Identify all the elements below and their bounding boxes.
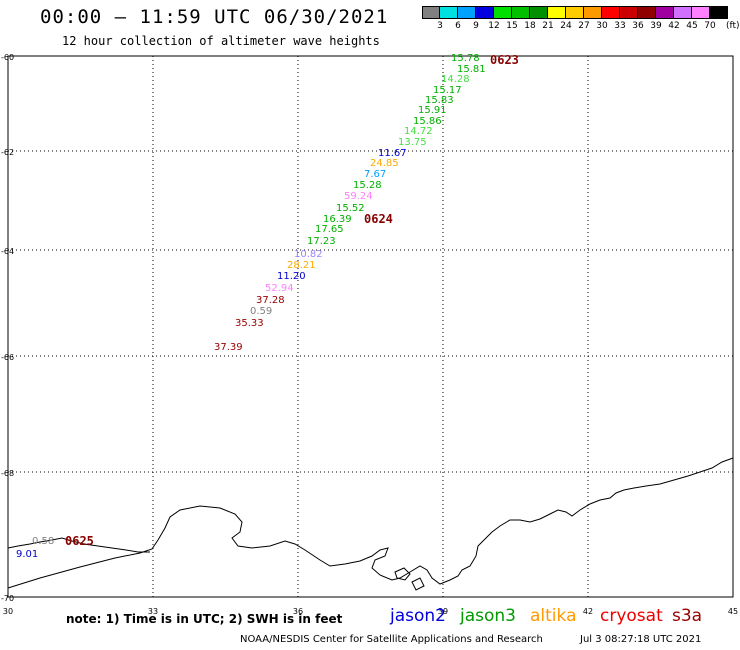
y-tick-label: -70 [1, 594, 14, 603]
wave-height-label: 15.17 [433, 85, 462, 96]
coastline-islands [7, 537, 425, 591]
color-scale-tick: 15 [506, 21, 518, 31]
wave-height-label: 24.85 [370, 158, 399, 169]
graticule [8, 56, 733, 597]
color-swatch [440, 6, 458, 19]
wave-height-label: 17.65 [315, 224, 344, 235]
wave-height-label: 15.28 [353, 180, 382, 191]
time-labels: 0623 0624 0625 [65, 53, 519, 548]
legend-item-altika: altika [530, 606, 577, 626]
page-title: 00:00 — 11:59 UTC 06/30/2021 [40, 6, 389, 28]
y-tick-label: -62 [1, 148, 14, 157]
color-swatch [710, 6, 728, 19]
wave-height-label: 11.67 [378, 148, 407, 159]
wave-height-label: 11.20 [277, 271, 306, 282]
wave-height-label: 15.81 [457, 64, 486, 75]
x-tick-label: 42 [583, 607, 593, 616]
wave-height-label: 15.52 [336, 203, 365, 214]
color-swatch [692, 6, 710, 19]
color-scale-tick: 6 [455, 21, 461, 31]
color-scale-tick: 42 [668, 21, 680, 31]
color-scale-tick: 30 [596, 21, 608, 31]
color-swatch [476, 6, 494, 19]
timestamp-line: Jul 3 08:27:18 UTC 2021 [580, 634, 702, 645]
wave-height-label: 17.23 [307, 236, 336, 247]
color-swatch [656, 6, 674, 19]
color-swatch [512, 6, 530, 19]
x-tick-label: 45 [728, 607, 738, 616]
color-scale-tick: 3 [437, 21, 443, 31]
color-scale-tick: 33 [614, 21, 626, 31]
color-swatch [674, 6, 692, 19]
color-swatch [422, 6, 440, 19]
wave-height-label: 15.83 [425, 95, 454, 106]
y-axis-ticks: -60 -62 -64 -66 -68 -70 [1, 53, 14, 603]
color-scale-tick: 18 [524, 21, 536, 31]
wave-height-label: 0.59 [250, 306, 272, 317]
observation-labels: 15.7815.8114.2815.1715.8315.9115.8614.72… [16, 53, 486, 560]
wave-height-label: 15.86 [413, 116, 442, 127]
wave-height-label: 0.58 [32, 536, 54, 547]
y-tick-label: -66 [1, 353, 14, 362]
color-scale-tick: 24 [560, 21, 572, 31]
color-scale-bar [422, 6, 728, 19]
color-scale-tick: 45 [686, 21, 698, 31]
wave-height-label: 14.72 [404, 126, 433, 137]
legend-item-jason2: jason2 [390, 606, 446, 626]
color-swatch [638, 6, 656, 19]
color-scale-labels: 3 6 9 12 15 18 21 24 27 30 33 36 39 42 45 70 [422, 21, 740, 35]
wave-height-label: 28.21 [287, 260, 316, 271]
wave-height-label: 37.39 [214, 342, 243, 353]
wave-height-label: 10.82 [294, 249, 323, 260]
x-tick-label: 39 [438, 607, 448, 616]
color-scale-unit: (ft) [726, 21, 740, 31]
wave-height-label: 59.24 [344, 191, 373, 202]
x-tick-label: 36 [293, 607, 303, 616]
wave-height-label: 14.28 [441, 74, 470, 85]
y-tick-label: -68 [1, 469, 14, 478]
color-swatch [584, 6, 602, 19]
page-subtitle: 12 hour collection of altimeter wave hei… [62, 34, 380, 48]
y-tick-label: -60 [1, 53, 14, 62]
wave-height-label: 15.78 [451, 53, 480, 64]
color-swatch [458, 6, 476, 19]
credit-line: NOAA/NESDIS Center for Satellite Applica… [240, 634, 543, 645]
wave-height-label: 35.33 [235, 318, 264, 329]
wave-height-label: 13.75 [398, 137, 427, 148]
x-tick-label: 30 [3, 607, 13, 616]
antarctic-coastline [7, 457, 734, 589]
color-swatch [602, 6, 620, 19]
color-swatch [566, 6, 584, 19]
color-scale-tick: 39 [650, 21, 662, 31]
legend-item-cryosat: cryosat [600, 606, 663, 626]
color-scale-tick: 27 [578, 21, 590, 31]
legend-item-jason3: jason3 [460, 606, 516, 626]
color-scale-tick: 70 [704, 21, 716, 31]
wave-height-label: 9.01 [16, 549, 38, 560]
x-axis-ticks: 30 33 36 39 42 45 [3, 607, 738, 616]
color-scale-tick: 21 [542, 21, 554, 31]
wave-height-label: 7.67 [364, 169, 386, 180]
map-frame [7, 55, 734, 598]
wave-height-label: 52.94 [265, 283, 294, 294]
pass-time-label: 0624 [364, 212, 393, 226]
x-tick-label: 33 [148, 607, 158, 616]
pass-time-label: 0623 [490, 53, 519, 67]
color-scale-tick: 36 [632, 21, 644, 31]
wave-height-label: 16.39 [323, 214, 352, 225]
y-tick-label: -64 [1, 247, 14, 256]
footnote: note: 1) Time is in UTC; 2) SWH is in fe… [66, 612, 343, 626]
color-swatch [530, 6, 548, 19]
color-swatch [620, 6, 638, 19]
color-swatch [494, 6, 512, 19]
legend-item-s3a: s3a [672, 606, 703, 626]
color-scale-tick: 9 [473, 21, 479, 31]
wave-height-label: 15.91 [418, 105, 447, 116]
pass-time-label: 0625 [65, 534, 94, 548]
color-scale-tick: 12 [488, 21, 500, 31]
color-swatch [548, 6, 566, 19]
wave-height-label: 37.28 [256, 295, 285, 306]
